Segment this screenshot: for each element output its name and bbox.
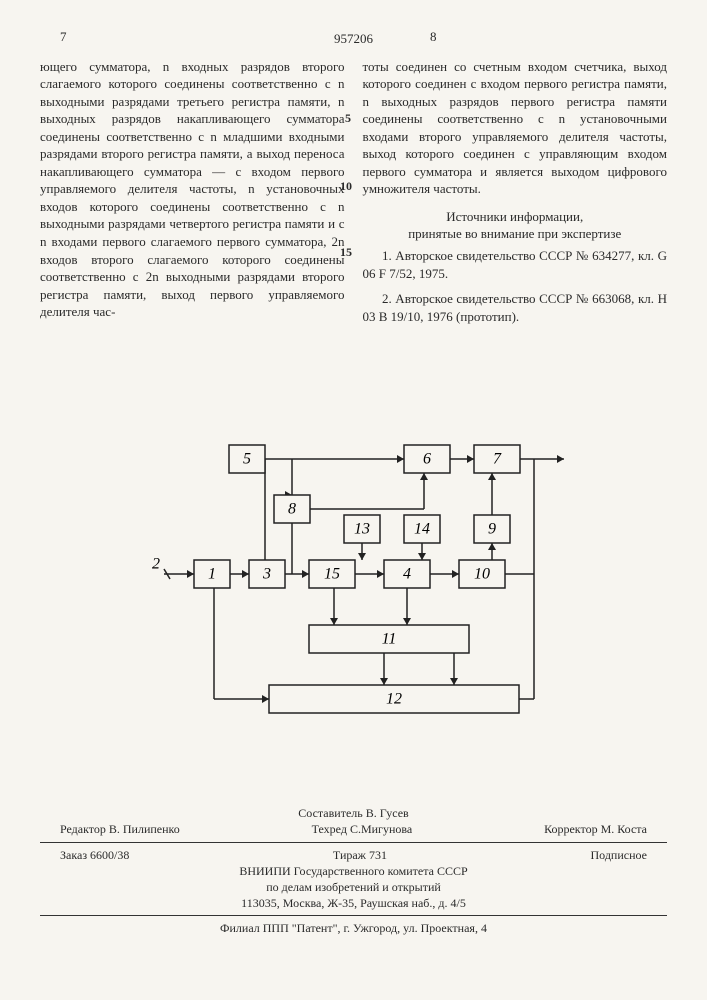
- footer-compiler: Составитель В. Гусев: [40, 805, 667, 821]
- footer-subscription: Подписное: [591, 847, 648, 863]
- line-marker-15: 15: [340, 244, 352, 260]
- footer-address1: 113035, Москва, Ж-35, Раушская наб., д. …: [40, 895, 667, 911]
- svg-text:6: 6: [423, 451, 431, 468]
- svg-text:3: 3: [262, 566, 271, 583]
- source-1: 1. Авторское свидетельство СССР № 634277…: [363, 247, 668, 282]
- right-column-text: тоты соединен со счетным входом счетчика…: [363, 59, 668, 197]
- footer-techred: Техред С.Мигунова: [312, 821, 413, 837]
- footer-editor: Редактор В. Пилипенко: [60, 821, 180, 837]
- page-num-left: 7: [60, 28, 67, 46]
- svg-text:13: 13: [354, 521, 370, 538]
- source-2: 2. Авторское свидетельство СССР № 663068…: [363, 290, 668, 325]
- footer-org1: ВНИИПИ Государственного комитета СССР: [40, 863, 667, 879]
- svg-text:12: 12: [386, 691, 402, 708]
- svg-text:14: 14: [414, 521, 430, 538]
- line-marker-5: 5: [345, 110, 351, 126]
- footer-corrector: Корректор М. Коста: [544, 821, 647, 837]
- svg-text:11: 11: [381, 631, 396, 648]
- sources-heading: Источники информации, принятые во вниман…: [363, 208, 668, 243]
- block-diagram: 135867131491541011122: [94, 365, 614, 745]
- footer-tirazh: Тираж 731: [333, 847, 387, 863]
- svg-text:1: 1: [208, 566, 216, 583]
- svg-text:8: 8: [288, 501, 296, 518]
- footer-org2: по делам изобретений и открытий: [40, 879, 667, 895]
- doc-number: 957206: [334, 30, 373, 48]
- page-num-right: 8: [430, 28, 437, 46]
- svg-text:15: 15: [324, 566, 340, 583]
- svg-text:9: 9: [488, 521, 496, 538]
- svg-text:7: 7: [493, 451, 502, 468]
- line-marker-10: 10: [340, 178, 352, 194]
- footer-address2: Филиал ППП "Патент", г. Ужгород, ул. Про…: [40, 920, 667, 936]
- footer: Составитель В. Гусев Редактор В. Пилипен…: [40, 805, 667, 936]
- svg-text:10: 10: [474, 566, 490, 583]
- svg-text:4: 4: [403, 566, 411, 583]
- svg-text:2: 2: [152, 556, 160, 573]
- footer-order: Заказ 6600/38: [60, 847, 129, 863]
- right-column: тоты соединен со счетным входом счетчика…: [363, 58, 668, 326]
- svg-text:5: 5: [243, 451, 251, 468]
- left-column: ющего сумматора, n входных разрядов втор…: [40, 58, 345, 326]
